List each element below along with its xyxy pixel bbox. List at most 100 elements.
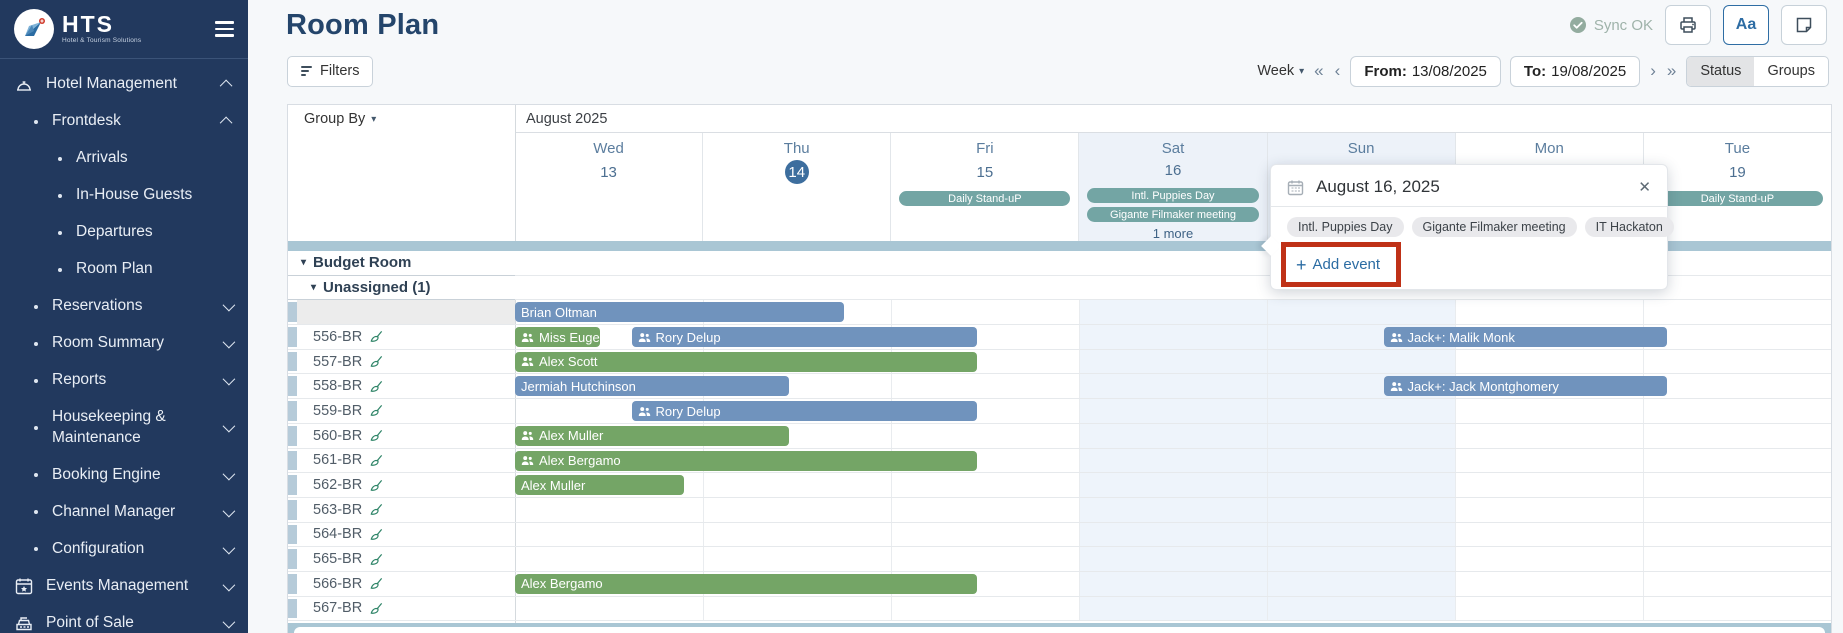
row-handle[interactable]: [288, 573, 297, 594]
groups-button[interactable]: Groups: [1767, 63, 1815, 79]
sidebar-item-channel-manager[interactable]: Channel Manager: [0, 502, 248, 523]
calendar-event-chip[interactable]: Gigante Filmaker meeting: [1087, 207, 1259, 222]
row-handle[interactable]: [288, 351, 297, 372]
add-event-button[interactable]: + Add event: [1296, 254, 1381, 275]
reservation-bar[interactable]: Alex Bergamo: [515, 450, 978, 471]
room-label[interactable]: 560-BR: [297, 423, 515, 448]
room-label[interactable]: 559-BR: [297, 399, 515, 423]
calendar-event-chip[interactable]: Daily Stand-uP: [1651, 191, 1823, 206]
hts-logo[interactable]: [14, 9, 54, 49]
row-handle[interactable]: [288, 524, 297, 545]
reservation-bar[interactable]: Brian Oltman: [515, 302, 844, 323]
room-label[interactable]: 556-BR: [297, 325, 515, 349]
room-label[interactable]: 558-BR: [297, 374, 515, 399]
row-handle[interactable]: [288, 425, 297, 446]
nav-last-button[interactable]: »: [1666, 61, 1677, 80]
reservation-bar[interactable]: Rory Delup: [631, 401, 978, 422]
guest-name: Rory Delup: [655, 329, 721, 345]
guest-name: Alex Bergamo: [521, 576, 603, 592]
reservation-bar[interactable]: Alex Muller: [515, 475, 685, 496]
reservation-bar[interactable]: Miss Euge: [515, 327, 600, 348]
filters-button[interactable]: Filters: [287, 55, 374, 87]
more-events-link[interactable]: 1 more: [1152, 226, 1194, 241]
sidebar-item-arrivals[interactable]: Arrivals: [0, 148, 248, 169]
chevron-down-icon: ▾: [1299, 65, 1305, 77]
room-label[interactable]: 557-BR: [297, 349, 515, 374]
sidebar-item-configuration[interactable]: Configuration: [0, 539, 248, 560]
room-row: 557-BR Alex Scott: [288, 349, 1831, 375]
row-handle[interactable]: [288, 598, 297, 619]
sidebar-item-booking-engine[interactable]: Booking Engine: [0, 465, 248, 486]
nav-prev-button[interactable]: ‹: [1334, 61, 1341, 80]
row-handle[interactable]: [288, 475, 297, 495]
sidebar-item-point-of-sale[interactable]: Point of Sale: [0, 613, 248, 633]
row-handle[interactable]: [288, 327, 297, 347]
reservation-bar[interactable]: Jack+: Malik Monk: [1383, 327, 1668, 348]
sidebar-item-in-house-guests[interactable]: In-House Guests: [0, 185, 248, 206]
popup-event-chip[interactable]: Gigante Filmaker meeting: [1411, 217, 1577, 237]
nav-next-button[interactable]: ›: [1650, 61, 1656, 80]
sidebar-item-label: Housekeeping & Maintenance: [52, 408, 166, 446]
reservation-bar[interactable]: Alex Bergamo: [515, 573, 978, 594]
sidebar-item-room-summary[interactable]: Room Summary: [0, 333, 248, 354]
day-header-thu[interactable]: Thu 14: [703, 133, 892, 241]
unassigned-row: Brian Oltman: [288, 300, 1831, 326]
print-button[interactable]: [1665, 5, 1711, 45]
people-icon: [521, 431, 534, 441]
sidebar-item-hotel-management[interactable]: Hotel Management: [0, 74, 248, 95]
sync-status-label: Sync OK: [1593, 16, 1653, 34]
reservation-bar[interactable]: Jack+: Jack Montghomery: [1383, 376, 1668, 397]
reservation-bar[interactable]: Rory Delup: [631, 327, 978, 348]
nav-first-button[interactable]: «: [1314, 61, 1324, 80]
group-underline: [288, 274, 515, 276]
day-number: 13: [600, 163, 617, 181]
sidebar-item-reservations[interactable]: Reservations: [0, 296, 248, 317]
room-label[interactable]: 563-BR: [297, 497, 515, 522]
calendar-event-chip[interactable]: Daily Stand-uP: [899, 191, 1071, 206]
sidebar-item-events-management[interactable]: Events Management: [0, 576, 248, 597]
day-header-fri[interactable]: Fri 15 Daily Stand-uP: [891, 133, 1080, 241]
close-icon[interactable]: ✕: [1638, 179, 1651, 196]
broom-icon: [370, 504, 383, 516]
row-handle[interactable]: [288, 302, 297, 323]
to-date-input[interactable]: To: 19/08/2025: [1509, 55, 1641, 87]
row-handle[interactable]: [288, 549, 297, 569]
view-mode-dropdown[interactable]: Week ▾: [1257, 63, 1305, 79]
row-handle[interactable]: [288, 401, 297, 421]
from-date-input[interactable]: From: 13/08/2025: [1350, 55, 1501, 87]
group-by-dropdown[interactable]: Group By ▾: [304, 111, 377, 127]
popup-event-chip[interactable]: IT Hackaton: [1584, 217, 1674, 237]
reservation-bar[interactable]: Alex Scott: [515, 351, 978, 372]
sidebar-item-housekeeping-maintenance[interactable]: Housekeeping & Maintenance: [0, 407, 248, 449]
broom-icon: [370, 602, 383, 614]
sidebar-item-frontdesk[interactable]: Frontdesk: [0, 111, 248, 132]
feedback-button[interactable]: [1781, 5, 1827, 45]
room-label[interactable]: 562-BR: [297, 473, 515, 497]
room-label[interactable]: 566-BR: [297, 571, 515, 596]
day-header-wed[interactable]: Wed 13: [515, 133, 704, 241]
room-label[interactable]: 565-BR: [297, 547, 515, 571]
popup-event-chip[interactable]: Intl. Puppies Day: [1287, 217, 1404, 237]
day-header-sat[interactable]: Sat 16 Intl. Puppies Day Gigante Filmaker m…: [1079, 133, 1268, 241]
sidebar-item-reports[interactable]: Reports: [0, 370, 248, 391]
room-label[interactable]: 567-BR: [297, 596, 515, 621]
calendar-event-chip[interactable]: Intl. Puppies Day: [1087, 188, 1259, 203]
reservation-bar[interactable]: Alex Muller: [515, 425, 790, 446]
broom-icon: [370, 479, 383, 491]
row-handle[interactable]: [288, 499, 297, 520]
unassigned-room-label[interactable]: [297, 300, 515, 325]
reservation-bar[interactable]: Jermiah Hutchinson: [515, 376, 790, 397]
day-header-tue[interactable]: Tue 19 Daily Stand-uP: [1644, 133, 1831, 241]
sidebar-item-room-plan[interactable]: Room Plan: [0, 259, 248, 280]
row-handle[interactable]: [288, 376, 297, 397]
room-label[interactable]: 564-BR: [297, 522, 515, 547]
status-button[interactable]: Status: [1687, 56, 1755, 86]
sidebar-item-departures[interactable]: Departures: [0, 222, 248, 243]
hamburger-icon[interactable]: [215, 21, 234, 37]
broom-icon: [370, 405, 383, 417]
room-label[interactable]: 561-BR: [297, 448, 515, 473]
group-label: Budget Room: [313, 254, 412, 272]
sidebar-item-label: Channel Manager: [52, 502, 176, 520]
row-handle[interactable]: [288, 450, 297, 471]
font-size-button[interactable]: Aa: [1723, 5, 1769, 45]
